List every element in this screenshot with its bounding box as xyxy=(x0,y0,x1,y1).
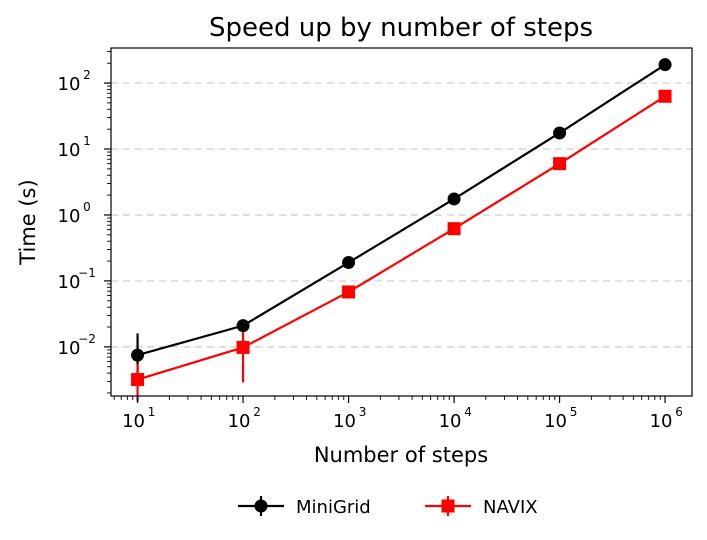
marker-1-5 xyxy=(658,89,672,103)
marker-0-4 xyxy=(553,126,567,140)
y-tick-label-3: 10 xyxy=(58,140,81,161)
marker-1-4 xyxy=(553,157,567,171)
legend-marker-1 xyxy=(441,499,455,513)
x-tick-exponent-0: 1 xyxy=(148,405,156,419)
marker-1-2 xyxy=(342,285,356,299)
marker-0-1 xyxy=(236,319,250,333)
series-line-1 xyxy=(137,95,666,381)
x-tick-label-0: 10 xyxy=(122,411,145,432)
y-tick-exponent-1: −1 xyxy=(78,266,96,280)
series-lines xyxy=(137,63,666,381)
marker-1-3 xyxy=(447,222,461,236)
x-tick-label-5: 10 xyxy=(650,411,673,432)
x-tick-exponent-1: 2 xyxy=(253,405,261,419)
y-tick-label-2: 10 xyxy=(58,206,81,227)
plot-frame xyxy=(110,47,693,397)
y-tick-exponent-0: −2 xyxy=(78,332,96,346)
marker-0-3 xyxy=(447,192,461,206)
x-axis-label: Number of steps xyxy=(314,443,488,467)
x-tick-exponent-4: 5 xyxy=(570,405,578,419)
x-tick-label-4: 10 xyxy=(544,411,567,432)
y-tick-label-0: 10 xyxy=(58,338,81,359)
legend: MiniGrid NAVIX xyxy=(238,496,538,518)
y-tick-exponent-2: 0 xyxy=(83,200,91,214)
x-tick-exponent-5: 6 xyxy=(675,405,683,419)
marker-0-5 xyxy=(658,58,672,72)
marker-0-0 xyxy=(131,348,145,362)
x-tick-exponent-2: 3 xyxy=(359,405,367,419)
y-tick-exponent-4: 2 xyxy=(83,68,91,82)
chart-title: Speed up by number of steps xyxy=(209,13,593,43)
error-bars xyxy=(136,331,245,402)
series-markers xyxy=(131,58,672,387)
series-line-0 xyxy=(137,63,666,357)
legend-label-0: MiniGrid xyxy=(296,497,371,518)
marker-1-1 xyxy=(236,340,250,354)
x-axis-ticks: 10 1 10 2 10 3 10 4 10 5 10 6 xyxy=(113,396,683,432)
grid-lines xyxy=(111,82,692,348)
x-tick-exponent-3: 4 xyxy=(464,405,472,419)
marker-1-0 xyxy=(131,373,145,387)
y-tick-label-4: 10 xyxy=(58,74,81,95)
y-tick-label-1: 10 xyxy=(58,272,81,293)
y-tick-exponent-3: 1 xyxy=(83,134,91,148)
marker-0-2 xyxy=(342,256,356,270)
x-tick-label-1: 10 xyxy=(228,411,251,432)
legend-marker-0 xyxy=(254,499,268,513)
legend-label-1: NAVIX xyxy=(483,497,538,518)
y-axis-label: Time (s) xyxy=(16,179,40,265)
x-tick-label-3: 10 xyxy=(439,411,462,432)
x-tick-label-2: 10 xyxy=(333,411,356,432)
